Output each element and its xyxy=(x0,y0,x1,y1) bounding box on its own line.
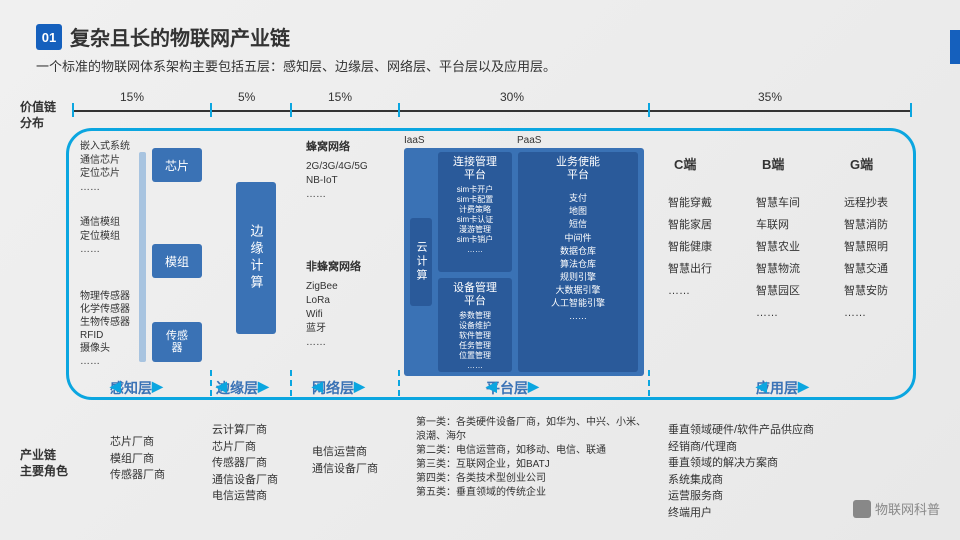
tick-3 xyxy=(398,103,400,117)
roles-c4: 第一类：各类硬件设备厂商，如华为、中兴、小米、浪潮、海尔第二类：电信运营商，如移… xyxy=(416,416,646,500)
app-c1: 智能穿戴智能家居智能健康智慧出行…… xyxy=(668,192,712,302)
axis-label-2: 分布 xyxy=(20,114,44,131)
net-t2: 非蜂窝网络 xyxy=(306,260,361,275)
perc-bar xyxy=(139,152,146,362)
app-h2: G端 xyxy=(850,156,873,174)
dash-1 xyxy=(290,370,292,396)
layer-0: ◀ 感知层 ▶ xyxy=(110,378,152,398)
cloud-box: 云计算 xyxy=(410,218,432,306)
layer-4: ◀ 应用层 ▶ xyxy=(756,378,798,398)
pct-1: 5% xyxy=(238,90,255,104)
net-t1: 蜂窝网络 xyxy=(306,140,350,155)
paas-label: PaaS xyxy=(517,134,541,148)
pct-0: 15% xyxy=(120,90,144,104)
net-l1: 2G/3G/4G/5GNB-IoT…… xyxy=(306,160,368,202)
app-c2: 智慧车间车联网智慧农业智慧物流智慧园区…… xyxy=(756,192,800,324)
perc-box-2: 传感器 xyxy=(152,322,202,362)
tick-4 xyxy=(648,103,650,117)
plat-box3: 业务使能平台 支付地图短信中间件数据仓库算法仓库规则引擎大数据引擎人工智能引擎…… xyxy=(518,152,638,372)
app-c3: 远程抄表智慧消防智慧照明智慧交通智慧安防…… xyxy=(844,192,888,324)
pct-2: 15% xyxy=(328,90,352,104)
page-title: 复杂且长的物联网产业链 xyxy=(70,22,290,51)
tick-1 xyxy=(210,103,212,117)
tick-0 xyxy=(72,103,74,117)
side-accent xyxy=(950,30,960,64)
perc-box-0: 芯片 xyxy=(152,148,202,182)
pct-4: 35% xyxy=(758,90,782,104)
app-h1: B端 xyxy=(762,156,784,174)
dash-0 xyxy=(210,370,212,396)
iaas-label: IaaS xyxy=(404,134,425,148)
tick-2 xyxy=(290,103,292,117)
roles-c1: 芯片厂商模组厂商传感器厂商 xyxy=(110,434,165,484)
watermark: 物联网科普 xyxy=(853,499,940,518)
roles-c2: 云计算厂商芯片厂商传感器厂商通信设备厂商电信运营商 xyxy=(212,422,278,505)
roles-label: 产业链主要角色 xyxy=(20,448,68,479)
dash-2 xyxy=(398,370,400,396)
perc-g1: 嵌入式系统通信芯片定位芯片…… xyxy=(80,140,130,194)
dash-3 xyxy=(648,370,650,396)
badge-number: 01 xyxy=(36,24,62,50)
axis-line xyxy=(72,110,912,112)
layer-3: ◀ 平台层 ▶ xyxy=(486,378,528,398)
roles-c3: 电信运营商通信设备厂商 xyxy=(312,444,378,477)
plat-box1: 连接管理平台 sim卡开户sim卡配置计费策略sim卡认证漫游管理sim卡销户…… xyxy=(438,152,512,272)
axis-label-1: 价值链 xyxy=(20,98,56,115)
layer-2: ◀ 网络层 ▶ xyxy=(312,378,354,398)
layer-1: ◀ 边缘层 ▶ xyxy=(216,378,258,398)
perc-g3: 物理传感器化学传感器生物传感器RFID摄像头…… xyxy=(80,290,130,368)
net-l2: ZigBeeLoRaWifi蓝牙…… xyxy=(306,280,338,350)
perc-box-1: 模组 xyxy=(152,244,202,278)
plat-box2: 设备管理平台 参数管理设备维护软件管理任务管理位置管理…… xyxy=(438,278,512,372)
app-h0: C端 xyxy=(674,156,696,174)
pct-3: 30% xyxy=(500,90,524,104)
page-subtitle: 一个标准的物联网体系架构主要包括五层：感知层、边缘层、网络层、平台层以及应用层。 xyxy=(36,56,556,75)
wechat-icon xyxy=(853,500,871,518)
roles-c5: 垂直领域硬件/软件产品供应商经销商/代理商垂直领域的解决方案商系统集成商运营服务… xyxy=(668,422,814,521)
edge-box: 边缘计算 xyxy=(236,182,276,334)
perc-g2: 通信模组定位模组…… xyxy=(80,216,120,257)
tick-5 xyxy=(910,103,912,117)
